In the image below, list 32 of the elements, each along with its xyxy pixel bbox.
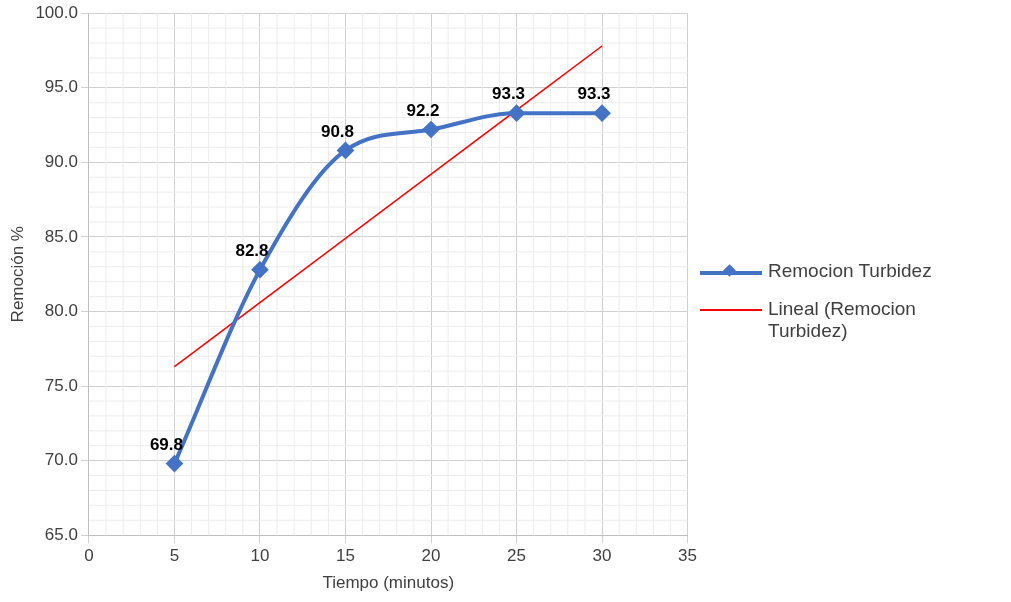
point xyxy=(251,261,268,278)
y-tick-label: 95.0 xyxy=(44,77,78,97)
data-label: 93.3 xyxy=(491,84,526,104)
x-tick-label: 5 xyxy=(169,546,180,566)
x-tick-label: 0 xyxy=(84,546,94,566)
point xyxy=(423,121,439,138)
point xyxy=(166,455,183,472)
x-tick-label: 15 xyxy=(336,546,355,566)
y-tick-label: 100.0 xyxy=(35,2,78,22)
data-label: 90.8 xyxy=(320,121,355,141)
point xyxy=(337,142,354,159)
data-label: 69.8 xyxy=(149,434,183,454)
x-axis-title: Tiempo (minutos) xyxy=(322,573,455,593)
legend-label: Lineal (Remocion Turbidez) xyxy=(768,298,917,342)
x-tick-label: 35 xyxy=(678,546,698,566)
y-tick-label: 65.0 xyxy=(44,524,78,544)
data-label: 82.8 xyxy=(235,240,269,260)
x-tick-label: 20 xyxy=(421,546,441,566)
data-label: 93.3 xyxy=(577,84,611,104)
point xyxy=(508,105,525,122)
point xyxy=(594,105,611,122)
y-tick-label: 75.0 xyxy=(44,375,78,395)
x-tick-label: 25 xyxy=(507,546,526,566)
y-tick-label: 90.0 xyxy=(44,152,78,172)
y-tick-label: 85.0 xyxy=(44,226,78,246)
legend-label: Remocion Turbidez xyxy=(768,260,932,282)
data-label: 92.2 xyxy=(406,100,440,120)
y-axis-title: Remoción % xyxy=(7,226,27,323)
x-tick-label: 10 xyxy=(250,546,270,566)
x-tick-label: 30 xyxy=(592,546,612,566)
y-tick-label: 70.0 xyxy=(44,450,78,470)
y-tick-label: 80.0 xyxy=(44,301,78,321)
